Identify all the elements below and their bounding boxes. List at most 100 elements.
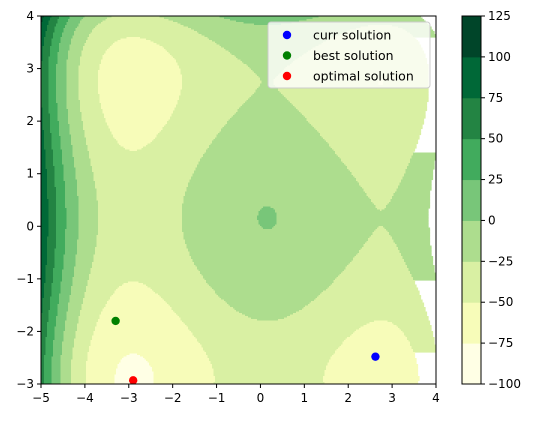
- contour-cell: [60, 380, 72, 383]
- contour-cell: [84, 292, 116, 295]
- contour-cell: [56, 238, 66, 241]
- contour-cell: [98, 70, 182, 73]
- contour-cell: [41, 76, 50, 79]
- contour-cell: [54, 31, 65, 34]
- contour-cell: [224, 17, 314, 20]
- contour-cell: [60, 362, 72, 365]
- contour-cell: [42, 127, 51, 130]
- contour-cell: [75, 257, 95, 260]
- contour-cell: [41, 235, 50, 238]
- contour-cell: [117, 287, 152, 290]
- contour-cell: [332, 148, 416, 151]
- contour-cell: [71, 136, 86, 139]
- contour-cell: [56, 245, 66, 248]
- contour-cell: [405, 170, 434, 173]
- contour-cell: [287, 98, 429, 101]
- contour-cell: [68, 53, 83, 56]
- contour-cell: [42, 298, 51, 301]
- contour-cell: [41, 143, 45, 146]
- x-tick-label: −5: [32, 391, 50, 405]
- contour-cell: [99, 314, 179, 317]
- contour-cell: [60, 143, 72, 146]
- contour-cell: [192, 334, 353, 337]
- contour-cell: [62, 350, 74, 353]
- contour-cell: [71, 38, 89, 41]
- contour-cell: [50, 127, 60, 130]
- contour-cell: [89, 346, 203, 349]
- contour-cell: [66, 106, 81, 109]
- contour-cell: [182, 218, 258, 221]
- contour-cell: [176, 61, 243, 64]
- contour-cell: [203, 155, 339, 158]
- contour-cell: [42, 122, 51, 125]
- contour-cell: [51, 136, 62, 139]
- contour-cell: [53, 161, 63, 164]
- contour-cell: [48, 109, 59, 112]
- contour-cell: [78, 223, 99, 226]
- contour-cell: [392, 196, 431, 199]
- contour-cell: [57, 308, 69, 311]
- contour-cell: [339, 346, 413, 349]
- contour-cell: [53, 151, 63, 154]
- contour-cell: [227, 302, 311, 305]
- contour-cell: [110, 46, 164, 49]
- contour-cell: [54, 328, 66, 331]
- contour-cell: [56, 64, 68, 67]
- contour-cell: [54, 184, 66, 187]
- contour-cell: [41, 32, 47, 35]
- contour-cell: [81, 304, 107, 307]
- contour-cell: [71, 380, 87, 383]
- contour-cell: [80, 61, 102, 64]
- contour-cell: [179, 97, 251, 100]
- contour-cell: [41, 140, 45, 143]
- contour-cell: [89, 347, 204, 350]
- contour-cell: [53, 268, 65, 271]
- contour-cell: [44, 137, 53, 140]
- contour-cell: [47, 331, 56, 334]
- contour-cell: [41, 196, 48, 199]
- contour-cell: [77, 193, 98, 196]
- contour-cell: [377, 227, 386, 230]
- contour-cell: [276, 218, 429, 221]
- contour-cell: [53, 154, 63, 157]
- contour-cell: [338, 347, 413, 350]
- contour-cell: [66, 98, 80, 101]
- contour-cell: [153, 380, 216, 383]
- contour-cell: [98, 71, 182, 74]
- contour-cell: [344, 269, 410, 272]
- contour-cell: [177, 101, 246, 104]
- contour-cell: [83, 299, 110, 302]
- contour-cell: [395, 191, 431, 194]
- contour-cell: [99, 95, 180, 98]
- contour-cell: [89, 350, 206, 353]
- contour-cell: [56, 187, 66, 190]
- contour-cell: [41, 41, 45, 44]
- contour-cell: [312, 125, 423, 128]
- contour-cell: [47, 190, 57, 193]
- contour-cell: [368, 196, 393, 199]
- contour-cell: [180, 319, 258, 322]
- contour-cell: [53, 158, 63, 161]
- contour-cell: [51, 367, 62, 370]
- contour-cell: [78, 83, 99, 86]
- contour-cell: [71, 373, 87, 376]
- contour-cell: [66, 68, 80, 71]
- contour-cell: [45, 155, 54, 158]
- contour-cell: [63, 178, 77, 181]
- contour-cell: [110, 130, 162, 133]
- contour-cell: [44, 289, 53, 292]
- contour-cell: [80, 313, 102, 316]
- contour-cell: [102, 310, 174, 313]
- contour-cell: [48, 208, 57, 211]
- contour-cell: [143, 283, 209, 286]
- contour-cell: [329, 286, 417, 289]
- contour-cell: [65, 251, 78, 254]
- contour-cell: [71, 362, 87, 365]
- contour-cell: [44, 43, 53, 46]
- contour-cell: [50, 52, 59, 55]
- contour-cell: [42, 299, 51, 302]
- contour-cell: [56, 97, 68, 100]
- contour-cell: [323, 380, 419, 383]
- contour-cell: [63, 164, 75, 167]
- contour-cell: [41, 37, 45, 40]
